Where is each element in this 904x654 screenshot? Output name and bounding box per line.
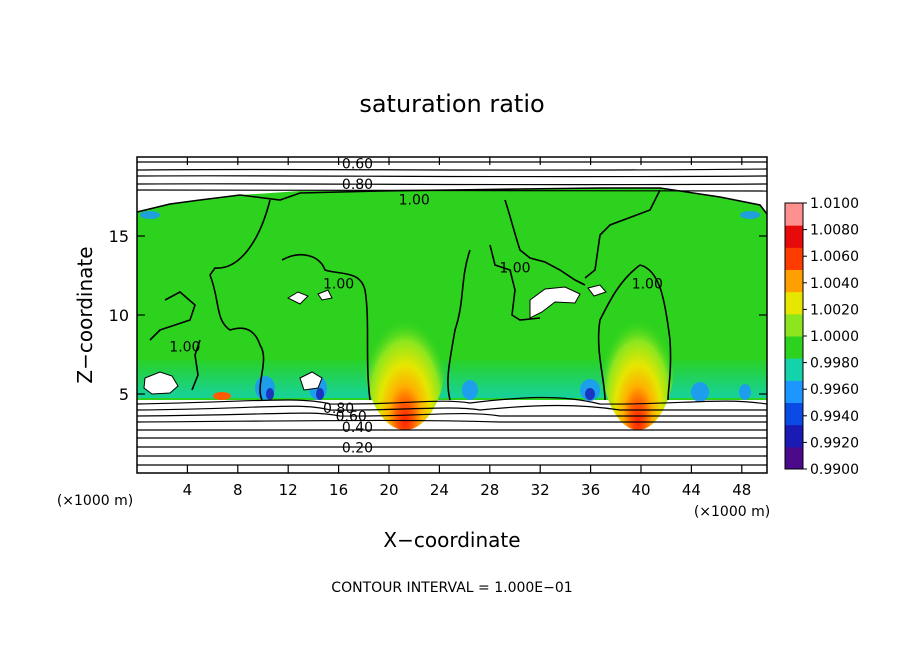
colorbar-swatch bbox=[785, 402, 803, 426]
colorbar-label: 1.0060 bbox=[810, 249, 859, 265]
colorbar-label: 0.9980 bbox=[810, 356, 859, 372]
contour-label: 0.80 bbox=[323, 401, 354, 417]
x-tick-label: 4 bbox=[183, 481, 193, 499]
colorbar-label: 1.0100 bbox=[810, 196, 859, 212]
x-tick-label: 8 bbox=[233, 481, 243, 499]
x-tick-label: 28 bbox=[480, 481, 499, 499]
contour-label: 0.40 bbox=[342, 420, 373, 436]
x-tick-label: 32 bbox=[531, 481, 550, 499]
colorbar-swatch bbox=[785, 291, 803, 315]
warm-plume-2 bbox=[600, 270, 676, 430]
y-tick-label: 10 bbox=[109, 306, 129, 325]
contour-label: 1.00 bbox=[169, 340, 200, 356]
colorbar-swatch bbox=[785, 446, 803, 470]
x-tick-label: 40 bbox=[631, 481, 650, 499]
x-tick-label: 24 bbox=[430, 481, 449, 499]
colorbar-label: 0.9960 bbox=[810, 382, 859, 398]
colorbar-label: 0.9900 bbox=[810, 462, 859, 478]
colorbar bbox=[784, 202, 804, 470]
plot-area bbox=[136, 161, 768, 466]
colorbar-swatch bbox=[785, 269, 803, 293]
colorbar-swatch bbox=[785, 247, 803, 270]
colorbar-swatch bbox=[785, 203, 803, 226]
colorbar-swatch bbox=[785, 225, 803, 248]
colorbar-label: 1.0000 bbox=[810, 329, 859, 345]
colorbar-swatch bbox=[785, 336, 803, 359]
colorbar-label: 0.9940 bbox=[810, 409, 859, 425]
contour-label: 0.80 bbox=[342, 177, 373, 193]
contour-label: 1.00 bbox=[632, 276, 663, 292]
x-axis-label: X−coordinate bbox=[383, 528, 520, 552]
x-tick-label: 20 bbox=[379, 481, 398, 499]
x-tick-label: 36 bbox=[581, 481, 600, 499]
x-tick-label: 48 bbox=[732, 481, 751, 499]
x-tick-label: 44 bbox=[682, 481, 701, 499]
contour-label: 0.60 bbox=[342, 156, 373, 172]
x-unit-right: (×1000 m) bbox=[694, 504, 770, 520]
y-tick-label: 15 bbox=[109, 227, 129, 246]
contour-interval-note: CONTOUR INTERVAL = 1.000E−01 bbox=[331, 580, 572, 596]
unsaturated-holes bbox=[143, 284, 607, 395]
colorbar-label: 0.9920 bbox=[810, 435, 859, 451]
colorbar-swatch bbox=[785, 358, 803, 381]
y-tick-label: 5 bbox=[119, 385, 129, 404]
x-tick-label: 16 bbox=[329, 481, 348, 499]
warm-plume-1 bbox=[363, 270, 447, 430]
colorbar-swatch bbox=[785, 424, 803, 448]
colorbar-swatch bbox=[785, 313, 803, 337]
chart-title: saturation ratio bbox=[359, 90, 544, 118]
colorbar-label: 1.0020 bbox=[810, 302, 859, 318]
contour-label: 1.00 bbox=[323, 276, 354, 292]
y-axis-label: Z−coordinate bbox=[73, 246, 97, 383]
colorbar-swatch bbox=[785, 380, 803, 403]
contour-label: 0.20 bbox=[342, 441, 373, 457]
colorbar-labels: 1.0100 1.0080 1.0060 1.0040 1.0020 1.0000 0.99… bbox=[803, 196, 859, 478]
contour-label: 1.00 bbox=[399, 193, 430, 209]
x-unit-left: (×1000 m) bbox=[57, 493, 133, 509]
deep-blue-dips bbox=[266, 388, 595, 400]
colorbar-label: 1.0040 bbox=[810, 276, 859, 292]
contour-labels: 0.600.801.001.001.001.001.000.800.600.40… bbox=[169, 156, 663, 457]
contour-label: 0.60 bbox=[336, 409, 367, 425]
warm-spot bbox=[213, 392, 231, 400]
colorbar-label: 1.0080 bbox=[810, 223, 859, 239]
contour-1-00 bbox=[136, 187, 768, 401]
x-axis-ticks: 4 8 12 16 20 24 28 32 36 40 44 48 bbox=[183, 157, 751, 499]
x-tick-label: 12 bbox=[279, 481, 298, 499]
contour-label: 1.00 bbox=[499, 261, 530, 277]
y-axis-ticks: 5 10 15 bbox=[109, 227, 767, 404]
